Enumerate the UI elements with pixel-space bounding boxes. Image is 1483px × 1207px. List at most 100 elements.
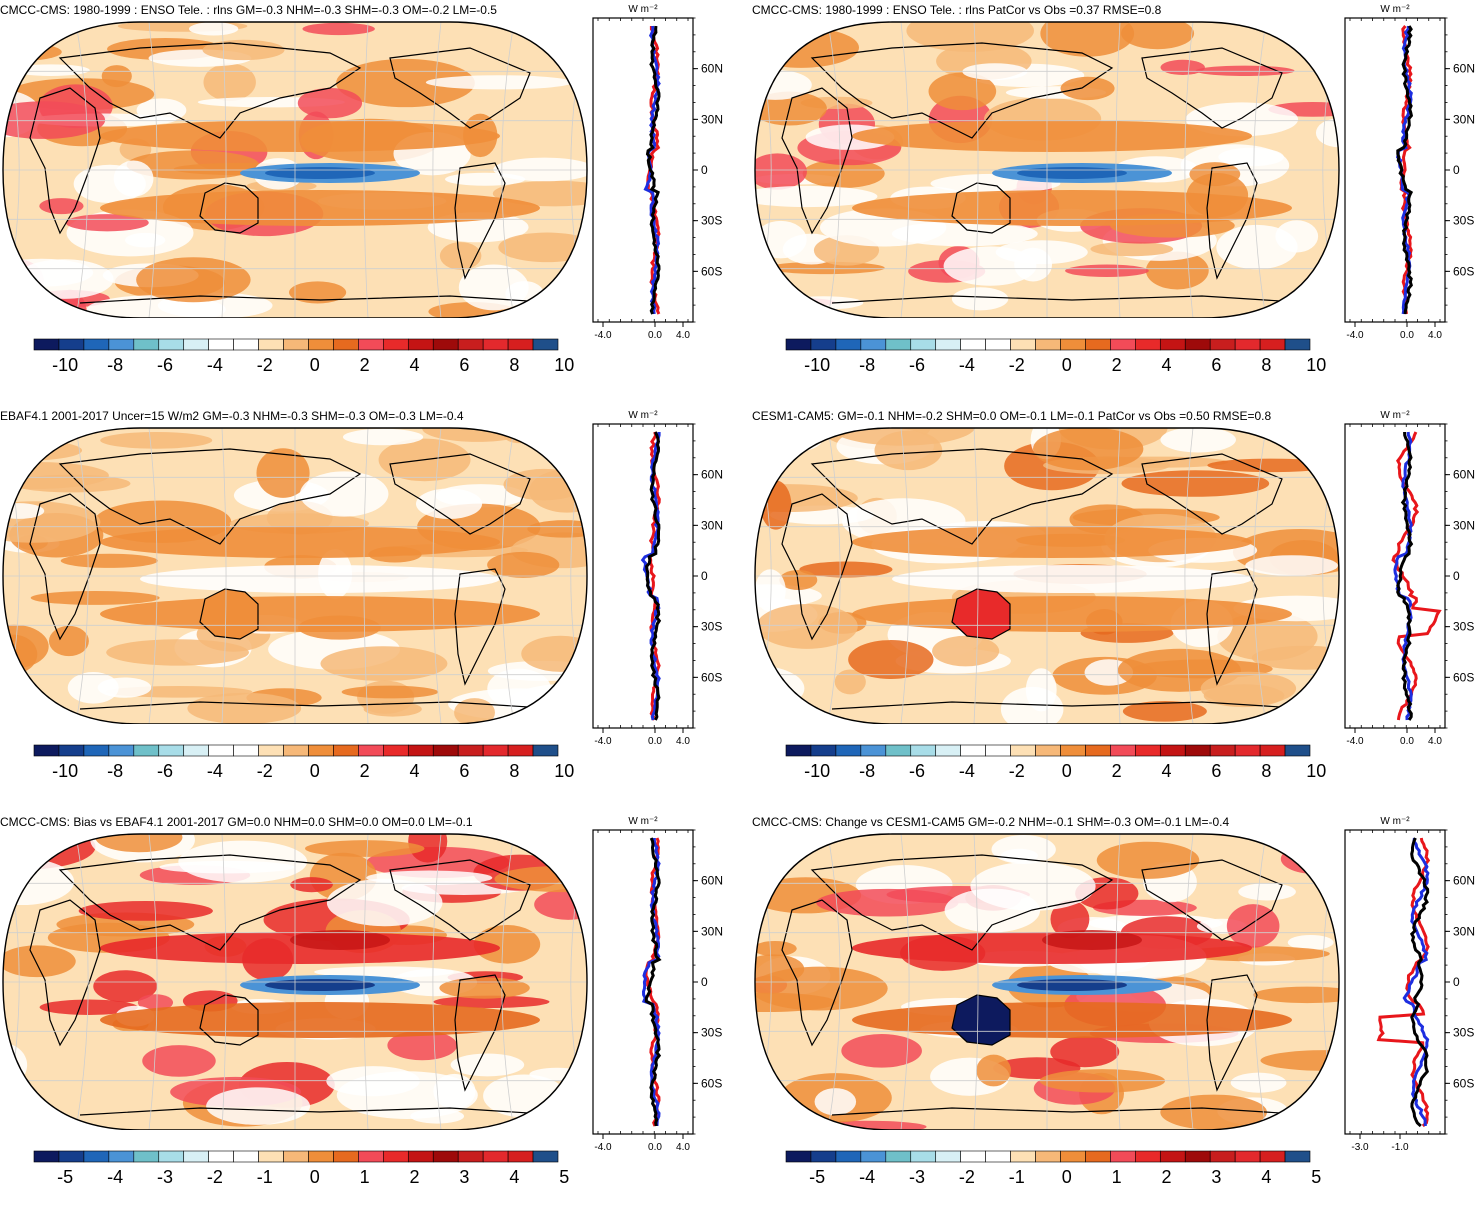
profile-lat-tick: 0 [1453, 163, 1460, 177]
profile-lat-tick: 60N [1453, 468, 1475, 482]
colorbar-swatch [860, 1150, 887, 1163]
colorbar-swatch [1259, 338, 1286, 351]
colorbar-swatch [1060, 744, 1086, 757]
profile-lat-tick: 60S [1453, 670, 1474, 684]
colorbar-tick-label: -2 [256, 355, 273, 375]
colorbar-swatch [58, 1150, 85, 1163]
colorbar-swatch [785, 1150, 812, 1163]
profile-lat-tick: 30N [1453, 518, 1475, 532]
colorbar-swatch [1159, 338, 1186, 351]
colorbar-swatch [457, 338, 484, 351]
colorbar-swatch [507, 1150, 534, 1163]
colorbar-swatch [432, 744, 459, 757]
colorbar-tick-label: 2 [1111, 761, 1122, 781]
colorbar-swatch [910, 338, 937, 351]
zonal-profile: W m⁻² 60N 30N 0 30S 60S -4.0 0.0 4.0 [1344, 410, 1475, 746]
colorbar-swatch [1135, 1150, 1161, 1163]
colorbar-swatch [407, 744, 434, 757]
colorbar [785, 744, 1311, 757]
zonal-profile: W m⁻² 60N 30N 0 30S 60S -4.0 0.0 4.0 [592, 4, 723, 340]
colorbar-tick-label: 0 [1061, 761, 1072, 781]
colorbar-tick-label: 2 [1161, 1167, 1172, 1187]
mean-profile-line [1409, 837, 1430, 1128]
colorbar [33, 744, 559, 757]
colorbar [785, 338, 1311, 351]
colorbar-tick-label: 2 [359, 761, 370, 781]
colorbar-swatch [1234, 744, 1261, 757]
zonal-profile: W m⁻² 60N 30N 0 30S 60S -4.0 0.0 4.0 [1344, 4, 1475, 340]
zonal-profile: W m⁻² 60N 30N 0 30S 60S -4.0 0.0 4.0 [592, 410, 723, 746]
colorbar-swatch [407, 338, 434, 351]
colorbar-tick-label: 4 [409, 761, 420, 781]
colorbar-tick-label: -1 [1008, 1167, 1025, 1187]
profile-unit-label: W m⁻² [1380, 816, 1410, 827]
colorbar-tick-label: 4 [1261, 1167, 1272, 1187]
profile-x-tick: 4.0 [676, 1142, 690, 1152]
colorbar-swatch [133, 338, 160, 351]
profile-x-tick: 0.0 [648, 736, 662, 746]
colorbar-swatch [532, 338, 559, 351]
colorbar-swatch [935, 744, 961, 757]
colorbar-tick-label: 10 [1306, 761, 1327, 781]
colorbar-swatch [308, 744, 334, 757]
colorbar [33, 1150, 559, 1163]
profile-unit-label: W m⁻² [628, 410, 658, 421]
colorbar-tick-label: -8 [107, 761, 124, 781]
profile-x-tick: -4.0 [594, 736, 612, 746]
mean-profile-line [1396, 25, 1414, 315]
colorbar-swatch [358, 1150, 384, 1163]
robinson-map [754, 833, 1340, 1130]
colorbar-swatch [1135, 338, 1161, 351]
model-profile-line [641, 837, 661, 1127]
colorbar-swatch [482, 744, 509, 757]
profile-lat-tick: 30N [701, 112, 723, 126]
colorbar-swatch [1284, 1150, 1311, 1163]
mean-profile-line [645, 25, 661, 315]
colorbar-swatch [108, 1150, 135, 1163]
colorbar-swatch [835, 1150, 862, 1163]
colorbar [33, 338, 559, 351]
colorbar-swatch [1159, 744, 1186, 757]
colorbar-swatch [383, 338, 409, 351]
colorbar-swatch [935, 1150, 961, 1163]
colorbar-swatch [885, 338, 912, 351]
robinson-map [754, 427, 1340, 724]
colorbar-tick-label: 3 [1211, 1167, 1222, 1187]
colorbar-tick-label: 8 [1261, 761, 1272, 781]
colorbar-swatch [810, 338, 837, 351]
map-panel-4: CESM1-CAM5: GM=-0.1 NHM=-0.2 SHM=0.0 OM=… [752, 406, 1483, 801]
colorbar-swatch [158, 338, 185, 351]
colorbar-swatch [258, 744, 284, 757]
colorbar-swatch [1259, 1150, 1286, 1163]
colorbar-swatch [1110, 744, 1136, 757]
colorbar-swatch [885, 1150, 912, 1163]
colorbar-swatch [1010, 1150, 1036, 1163]
colorbar-swatch [158, 1150, 185, 1163]
profile-lat-tick: 60N [701, 468, 723, 482]
colorbar-swatch [835, 338, 862, 351]
profile-lat-tick: 30S [701, 214, 722, 228]
profile-x-tick: 0.0 [648, 1142, 662, 1152]
colorbar-swatch [1010, 744, 1036, 757]
colorbar-tick-label: -8 [107, 355, 124, 375]
panel-title: CMCC-CMS: Change vs CESM1-CAM5 GM=-0.2 N… [752, 815, 1230, 829]
colorbar-swatch [985, 1150, 1011, 1163]
profile-lat-tick: 60N [1453, 62, 1475, 76]
profile-lat-tick: 30S [701, 1026, 722, 1040]
colorbar-swatch [208, 338, 234, 351]
profile-x-tick: 0.0 [1400, 330, 1414, 340]
colorbar-swatch [785, 744, 812, 757]
profile-lat-tick: 30N [1453, 924, 1475, 938]
profile-x-tick: -4.0 [1346, 330, 1364, 340]
profile-lat-tick: 0 [701, 163, 708, 177]
colorbar-swatch [1159, 1150, 1186, 1163]
colorbar-tick-label: 4 [509, 1167, 520, 1187]
colorbar-tick-label: 0 [309, 761, 320, 781]
map-panel-3: EBAF4.1 2001-2017 Uncer=15 W/m2 GM=-0.3 … [0, 406, 745, 801]
colorbar-swatch [1209, 338, 1236, 351]
profile-unit-label: W m⁻² [1380, 410, 1410, 421]
colorbar-swatch [283, 744, 309, 757]
colorbar-swatch [133, 744, 160, 757]
profile-lat-tick: 30N [1453, 112, 1475, 126]
profile-lat-tick: 60S [701, 670, 722, 684]
